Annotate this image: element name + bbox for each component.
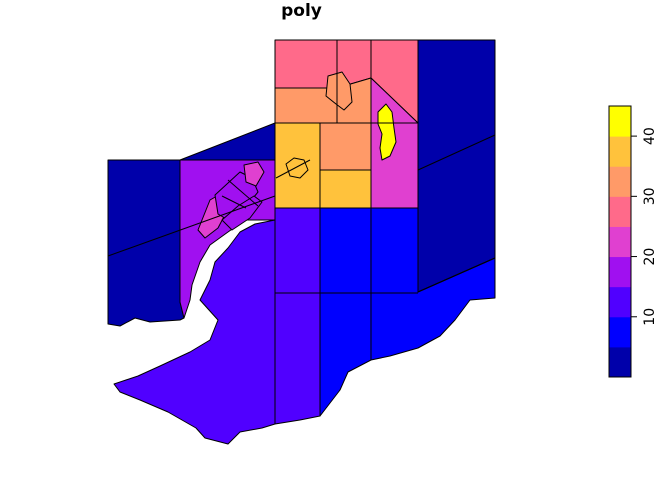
polygon-south-center bbox=[319, 207, 372, 417]
legend-color-segment bbox=[609, 346, 631, 378]
polygon-west-block bbox=[107, 159, 185, 327]
legend-frame bbox=[608, 105, 632, 378]
polygon-center-gold-2 bbox=[319, 169, 372, 209]
polygon-map bbox=[107, 39, 496, 445]
polygon-island-north bbox=[325, 71, 353, 111]
polygon-island-yellow bbox=[377, 103, 397, 161]
legend-color-segment bbox=[609, 196, 631, 227]
legend-color-segment bbox=[609, 286, 631, 318]
legend-tick-label: 10 bbox=[642, 308, 658, 326]
legend-color-segment bbox=[609, 106, 631, 137]
legend-tick-label: 40 bbox=[642, 127, 658, 145]
polygon-mainland-west bbox=[113, 219, 276, 445]
legend-tick-label: 30 bbox=[642, 187, 658, 205]
legend-color-segment bbox=[609, 316, 631, 348]
polygon-center-orange bbox=[319, 122, 372, 171]
polygon-island-top bbox=[243, 161, 265, 187]
color-legend: 10 20 30 40 bbox=[608, 105, 658, 378]
polygon-east-block bbox=[417, 39, 496, 293]
legend-color-segment bbox=[609, 136, 631, 167]
legend-tick-label: 20 bbox=[642, 248, 658, 266]
polygon-island-small bbox=[285, 157, 309, 179]
polygon-west-upper-band bbox=[179, 122, 276, 161]
grid-lines bbox=[107, 40, 496, 424]
map-title: poly bbox=[281, 1, 322, 21]
legend-color-segment bbox=[609, 166, 631, 197]
legend-color-segment bbox=[609, 226, 631, 258]
legend-color-segment bbox=[609, 256, 631, 288]
polygon-mainland-center bbox=[274, 207, 321, 425]
